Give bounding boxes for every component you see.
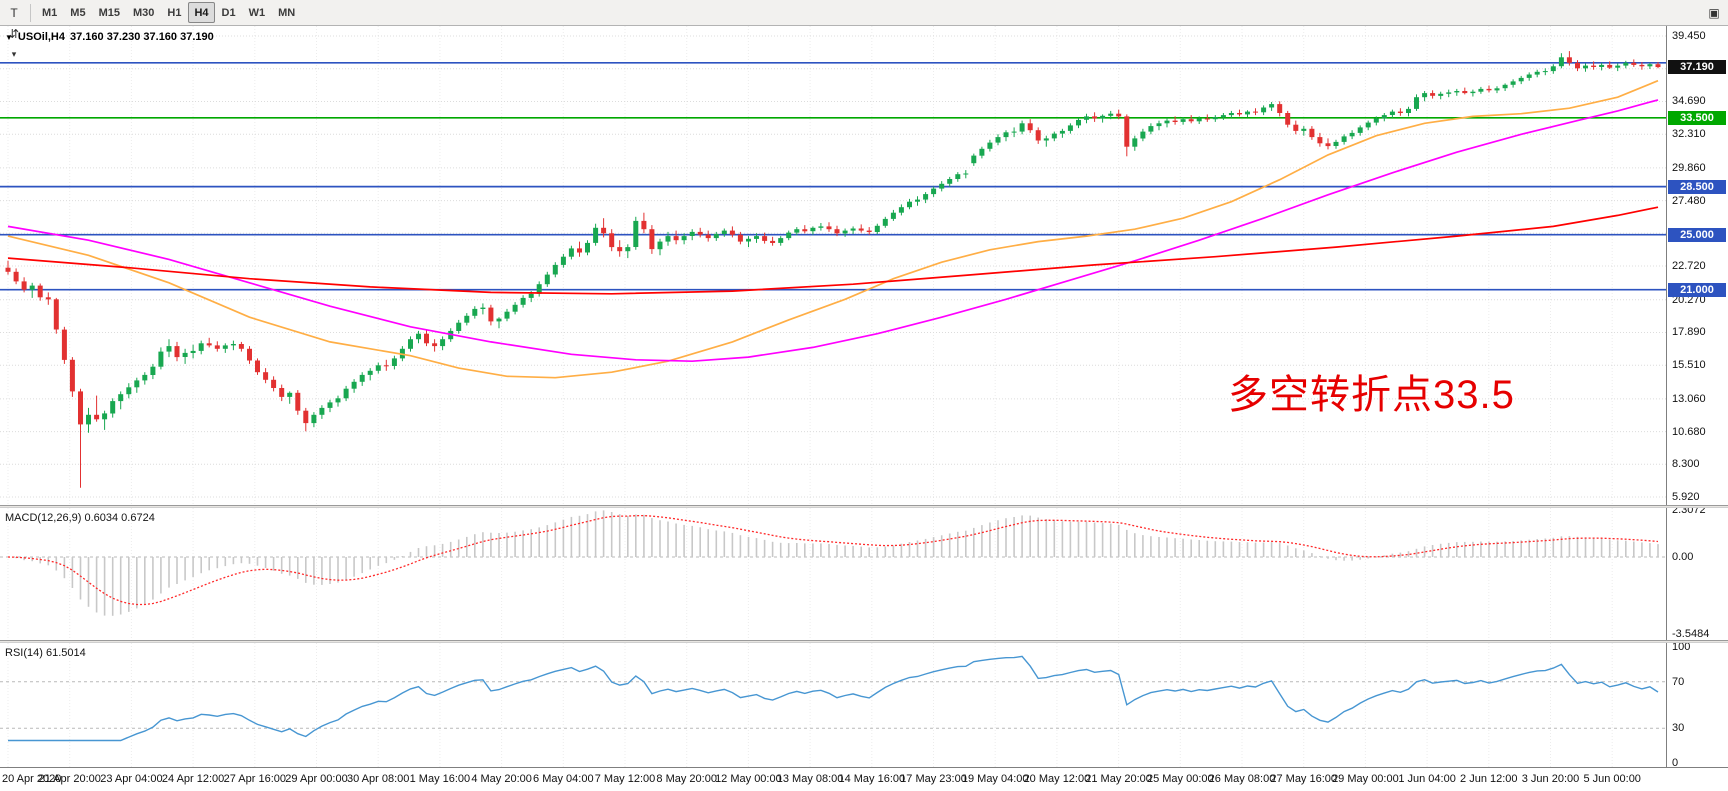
time-axis-label: 19 May 04:00 [961, 773, 1029, 785]
price-axis-label: 15.510 [1672, 359, 1706, 372]
hline-25000-badge: 25.000 [1668, 227, 1726, 242]
timeframe-button-h4[interactable]: H4 [188, 2, 215, 23]
rsi-axis-label: 30 [1672, 722, 1685, 735]
time-axis-label: 12 May 00:00 [715, 773, 782, 785]
timeframe-toolbar: M1 M5 M15 M30 H1 H4 D1 W1 MN [36, 2, 301, 23]
timeframe-button-mn[interactable]: MN [278, 6, 296, 19]
time-axis-label: 29 May 00:00 [1332, 773, 1399, 785]
price-axis-label: 13.060 [1672, 392, 1706, 405]
time-axis-label: 30 Apr 08:00 [346, 773, 410, 785]
ma-mid-magenta [7, 99, 1659, 363]
chart-annotation-text[interactable]: 多空转折点33.5 [1228, 373, 1515, 417]
ma-slow-red [7, 206, 1659, 295]
timeframe-button-m30[interactable]: M30 [132, 6, 155, 19]
price-axis-label: 39.450 [1672, 30, 1706, 42]
time-axis-label: 2 Jun 12:00 [1460, 773, 1518, 785]
timeframe-button-h1[interactable]: H1 [167, 6, 182, 19]
timeframe-button-d1[interactable]: D1 [221, 6, 236, 19]
macd-indicator-label: MACD(12,26,9) 0.6034 0.6724 [5, 512, 155, 524]
time-axis-label: 17 May 23:00 [900, 773, 967, 785]
price-axis-label: 10.680 [1672, 425, 1706, 438]
macd-histogram [15, 510, 1659, 616]
time-axis-label: 26 May 08:00 [1208, 773, 1276, 785]
price-axis-label: 27.480 [1672, 194, 1706, 207]
rsi-line [8, 655, 1659, 742]
time-axis-label: 5 Jun 00:00 [1583, 773, 1641, 785]
layers-icon[interactable]: ⇵ [8, 26, 20, 41]
chart-ohlc-header: ▼ USOil,H4 37.160 37.230 37.160 37.190 [5, 31, 214, 43]
rsi-axis-label: 70 [1672, 675, 1685, 688]
layers-caret-icon[interactable]: ▾ [11, 49, 17, 59]
time-axis-label: 20 May 12:00 [1023, 773, 1091, 785]
time-axis[interactable]: 20 Apr 2020 21 Apr 20:00 23 Apr 04:00 24 Ap… [0, 767, 1728, 791]
toolbar-left-icons: ▦AT⇵▾ [3, 0, 25, 65]
macd-axis-label: 0.00 [1672, 551, 1694, 563]
hline-21000-badge: 21.000 [1668, 282, 1726, 297]
price-axis-label: 34.690 [1672, 95, 1706, 108]
time-axis-label: 27 May 16:00 [1270, 773, 1338, 785]
time-axis-label: 6 May 04:00 [533, 773, 594, 785]
time-axis-label: 7 May 12:00 [594, 773, 656, 785]
price-axis-label: 29.860 [1672, 161, 1706, 174]
time-axis-label: 3 Jun 20:00 [1521, 773, 1580, 785]
rsi-axis-label: 100 [1672, 641, 1691, 653]
timeframe-button-m5[interactable]: M5 [70, 6, 86, 19]
price-axis-label: 32.310 [1672, 128, 1706, 141]
price-axis-label: 5.920 [1672, 491, 1700, 504]
price-axis-label: 20.270 [1672, 293, 1706, 306]
toolbar-right-icons: ▣ [1703, 2, 1725, 23]
window-icon[interactable]: ▣ [1708, 5, 1720, 20]
time-axis-label: 21 May 20:00 [1085, 773, 1152, 785]
price-axis-label: 8.300 [1672, 458, 1700, 471]
toolbar-separator [30, 3, 31, 22]
price-axis-label: 22.720 [1672, 260, 1706, 273]
pane-divider-macd[interactable] [0, 505, 1728, 508]
time-axis-label: 27 Apr 16:00 [223, 773, 286, 785]
symbol-label: USOil,H4 [17, 31, 65, 43]
symbol-collapse-icon[interactable]: ▼ [5, 32, 13, 42]
timeframe-button-m1[interactable]: M1 [42, 6, 58, 19]
ma-fast-orange [7, 79, 1659, 379]
rsi-indicator-label: RSI(14) 61.5014 [5, 647, 86, 659]
ohlc-values: 37.160 37.230 37.160 37.190 [70, 31, 214, 43]
time-axis-label: 8 May 20:00 [656, 773, 717, 785]
current-price-badge: 37.190 [1668, 60, 1726, 75]
time-axis-label: 1 May 16:00 [409, 773, 471, 785]
time-axis-label: 23 Apr 04:00 [100, 773, 163, 785]
time-axis-label: 20 Apr 2020 [2, 773, 62, 785]
macd-signal-line [7, 514, 1659, 606]
price-axis[interactable]: 39.450 34.690 32.310 29.860 27.480 22.720 20.2… [1666, 26, 1728, 769]
time-axis-label: 4 May 20:00 [471, 773, 532, 785]
text-tool-icon[interactable]: T [10, 5, 18, 20]
time-axis-label: 13 May 08:00 [776, 773, 844, 785]
hline-33500-badge: 33.500 [1668, 110, 1726, 125]
timeframe-button-m15[interactable]: M15 [98, 6, 120, 19]
time-axis-label: 21 Apr 20:00 [38, 773, 101, 785]
hline-28500-badge: 28.500 [1668, 179, 1726, 194]
time-axis-label: 25 May 00:00 [1146, 773, 1214, 785]
time-axis-label: 1 Jun 04:00 [1398, 773, 1456, 785]
price-axis-label: 17.890 [1672, 326, 1706, 339]
macd-axis-label: -3.5484 [1672, 628, 1710, 640]
timeframe-button-w1[interactable]: W1 [248, 6, 266, 19]
time-axis-label: 29 Apr 00:00 [285, 773, 348, 785]
time-axis-label: 24 Apr 12:00 [161, 773, 225, 785]
pane-divider-rsi[interactable] [0, 640, 1728, 643]
time-axis-label: 14 May 16:00 [838, 773, 906, 785]
candles [5, 51, 1661, 488]
rsi-axis-label: 0 [1672, 757, 1679, 769]
